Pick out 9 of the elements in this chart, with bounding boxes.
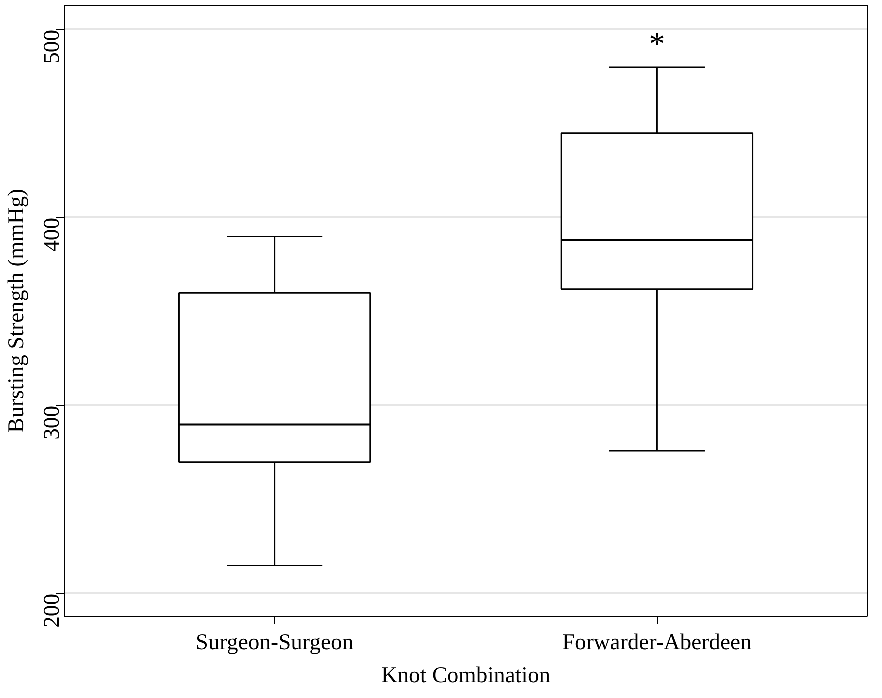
y-tick-label: 300 [39,406,64,440]
y-tick-label: 500 [39,30,64,64]
x-tick-label: Forwarder-Aberdeen [562,630,752,654]
annotation: * [649,26,666,62]
x-tick-label: Surgeon-Surgeon [196,630,354,654]
y-tick-label: 200 [39,594,64,628]
x-axis-title: Knot Combination [381,662,551,688]
y-tick-label: 400 [39,218,64,252]
y-axis-title: Bursting Strength (mmHg) [4,188,28,434]
